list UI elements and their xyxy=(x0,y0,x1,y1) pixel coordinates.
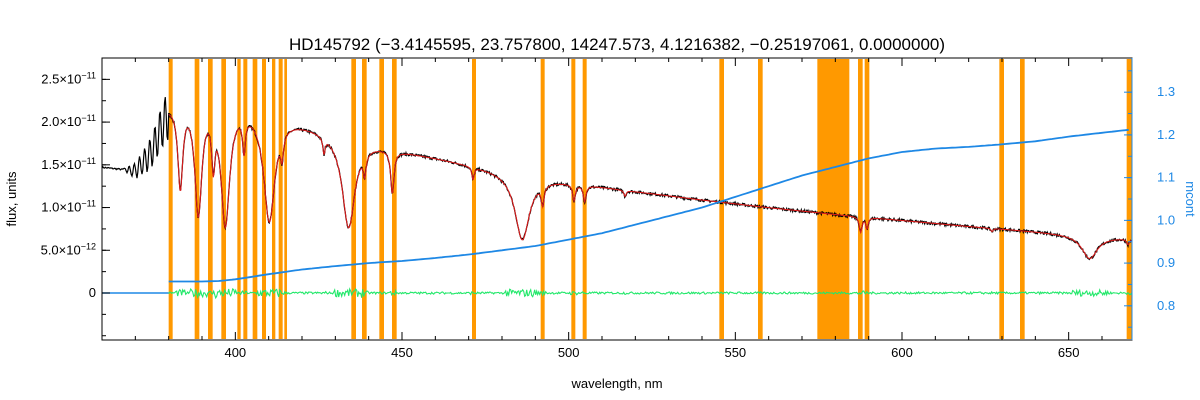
mask-band xyxy=(540,59,545,339)
mask-band xyxy=(858,59,863,339)
mask-band xyxy=(582,59,587,339)
y2-tick-label: 1.0 xyxy=(1157,212,1175,227)
mask-band xyxy=(243,59,248,339)
mask-band xyxy=(237,59,241,339)
mask-band xyxy=(472,59,476,339)
y2-tick-label: 1.3 xyxy=(1157,84,1175,99)
y-tick-label: 0 xyxy=(89,285,96,300)
flux-series xyxy=(101,97,1132,261)
x-axis-label: wavelength, nm xyxy=(570,376,662,391)
mask-band xyxy=(272,59,276,339)
mask-band xyxy=(392,59,397,339)
mask-band xyxy=(168,59,173,339)
residual-line xyxy=(168,287,1133,300)
mask-band xyxy=(252,59,258,339)
mask-band xyxy=(221,59,226,339)
y-tick-label: 2.0×10−11 xyxy=(41,113,96,129)
mask-band xyxy=(1020,59,1025,339)
mask-band xyxy=(817,59,850,339)
mask-band xyxy=(864,59,870,339)
y2-tick-label: 1.2 xyxy=(1157,127,1175,142)
mask-band xyxy=(379,59,384,339)
mask-band xyxy=(284,59,287,339)
y2-tick-label: 0.8 xyxy=(1157,298,1175,313)
y2-tick-label: 1.1 xyxy=(1157,170,1175,185)
mask-band xyxy=(719,59,724,339)
mask-band xyxy=(758,59,763,339)
x-tick-label: 650 xyxy=(1058,345,1080,360)
mask-band xyxy=(999,59,1004,339)
mask-band xyxy=(208,59,213,339)
mask-band xyxy=(262,59,266,339)
tick-marks: 400 450 500 550 600 650 0 5.0×10−12 1.0×10−11 1.5… xyxy=(41,58,1175,360)
y2-axis-label: mcont xyxy=(1183,181,1198,217)
model-flux-line xyxy=(168,113,1132,260)
mask-band xyxy=(278,59,283,339)
x-tick-label: 400 xyxy=(224,345,246,360)
x-tick-label: 450 xyxy=(391,345,413,360)
x-tick-label: 600 xyxy=(891,345,913,360)
y-tick-label: 1.0×10−11 xyxy=(41,199,96,215)
mask-band xyxy=(362,59,367,339)
x-tick-label: 500 xyxy=(558,345,580,360)
y-tick-label: 5.0×10−12 xyxy=(41,241,96,257)
x-tick-label: 550 xyxy=(724,345,746,360)
residual-series xyxy=(102,287,1133,300)
y-axis-label: flux, units xyxy=(4,171,19,226)
y-tick-label: 2.5×10−11 xyxy=(41,70,96,86)
y-tick-label: 1.5×10−11 xyxy=(41,156,96,172)
continuum-line xyxy=(168,128,1129,283)
chart-title: HD145792 (−3.4145595, 23.757800, 14247.5… xyxy=(289,35,945,54)
y2-tick-label: 0.9 xyxy=(1157,255,1175,270)
mask-bands xyxy=(168,59,1132,339)
continuum-series xyxy=(168,128,1129,283)
